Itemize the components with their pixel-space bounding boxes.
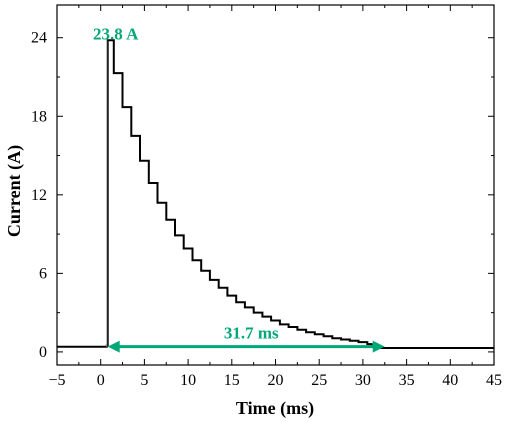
data-point [322, 335, 325, 337]
y-tick-label: 6 [39, 265, 47, 282]
y-tick-label: 24 [31, 30, 47, 47]
series-layer [56, 39, 495, 349]
x-tick-label: 0 [97, 372, 105, 389]
data-point [174, 234, 176, 236]
x-axis-label: Time (ms) [236, 398, 314, 419]
data-point [139, 160, 141, 162]
data-point [261, 315, 263, 318]
x-axis-ticks: −5 0 5 10 15 20 25 30 35 40 45 [48, 5, 502, 389]
data-point [388, 347, 390, 349]
data-point [366, 343, 368, 345]
data-point [100, 346, 102, 348]
data-point [56, 346, 58, 348]
x-tick-label: 25 [311, 372, 327, 389]
x-tick-label: 35 [399, 372, 415, 389]
data-point [493, 347, 495, 349]
x-tick-label: 20 [268, 372, 284, 389]
data-point [226, 295, 229, 297]
annotation-layer: 23.8 A 31.7 ms [93, 24, 385, 353]
data-point [191, 259, 194, 261]
duration-arrow-head-left [107, 340, 120, 353]
data-point [314, 333, 316, 335]
data-point [253, 312, 255, 314]
data-point [183, 247, 185, 250]
data-point [244, 306, 246, 308]
x-tick-label: 30 [355, 372, 371, 389]
x-tick-label: 5 [140, 372, 148, 389]
data-point [331, 337, 333, 339]
x-tick-label: −5 [48, 372, 65, 389]
duration-label: 31.7 ms [224, 324, 279, 343]
data-point [130, 135, 132, 137]
y-tick-label: 12 [31, 187, 47, 204]
data-point [156, 202, 159, 204]
data-point [209, 279, 211, 281]
data-point [113, 72, 115, 74]
current-trace [57, 39, 494, 349]
data-point [288, 326, 290, 328]
data-point [82, 346, 84, 348]
y-tick-label: 0 [39, 344, 47, 361]
data-point [357, 341, 360, 343]
y-tick-label: 18 [31, 108, 47, 125]
x-tick-label: 10 [180, 372, 196, 389]
data-point [148, 182, 150, 184]
data-point [449, 347, 451, 349]
x-tick-label: 45 [486, 372, 502, 389]
data-point [340, 338, 342, 341]
peak-current-label: 23.8 A [93, 24, 139, 43]
data-point [218, 287, 220, 289]
y-axis-ticks: 0 6 12 18 24 [31, 30, 494, 361]
y-axis-label: Current (A) [4, 145, 25, 237]
data-point [270, 319, 272, 322]
data-point [305, 331, 307, 333]
data-point [279, 323, 281, 326]
plot-frame [56, 4, 495, 366]
data-point [406, 347, 408, 349]
data-point [349, 340, 351, 342]
duration-arrow-head-right [372, 340, 385, 353]
plot-area [56, 4, 495, 366]
data-point [296, 329, 298, 331]
x-tick-label: 40 [442, 372, 458, 389]
x-tick-label: 15 [224, 372, 240, 389]
data-point [165, 219, 167, 221]
data-point [121, 106, 124, 108]
data-point [200, 270, 202, 272]
data-point [235, 301, 237, 303]
data-point [107, 39, 109, 41]
